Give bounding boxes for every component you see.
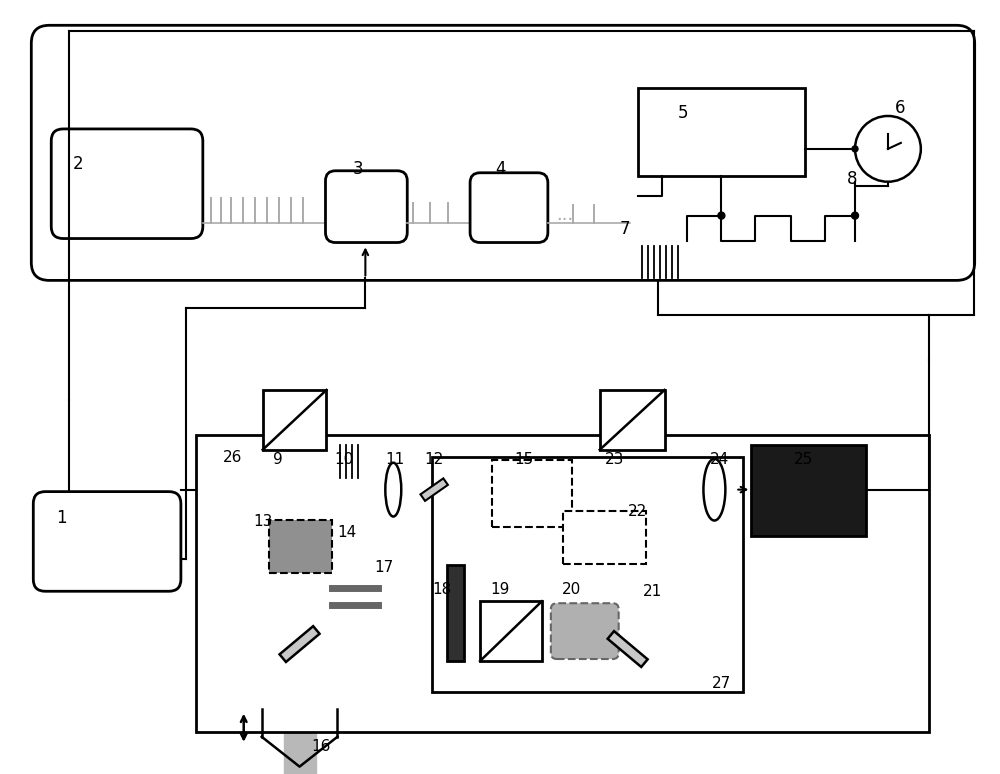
- FancyBboxPatch shape: [551, 603, 619, 659]
- Text: 7: 7: [620, 220, 630, 238]
- Bar: [638, 88, 805, 176]
- Text: 9: 9: [273, 452, 282, 467]
- Text: 11: 11: [385, 452, 405, 467]
- Text: 17: 17: [374, 560, 394, 575]
- Bar: [432, 457, 743, 692]
- Ellipse shape: [385, 463, 401, 516]
- Text: 22: 22: [628, 504, 647, 519]
- Bar: [447, 565, 464, 661]
- Text: 20: 20: [562, 582, 581, 597]
- FancyBboxPatch shape: [33, 491, 181, 591]
- Text: 26: 26: [223, 450, 242, 465]
- Text: 8: 8: [847, 170, 858, 188]
- Polygon shape: [608, 631, 648, 667]
- FancyBboxPatch shape: [325, 171, 407, 242]
- Text: 25: 25: [794, 452, 813, 467]
- Text: 24: 24: [709, 452, 729, 467]
- Bar: [492, 460, 572, 528]
- Text: 10: 10: [334, 452, 354, 467]
- Polygon shape: [280, 626, 320, 662]
- Bar: [196, 435, 929, 731]
- Text: 15: 15: [514, 452, 533, 467]
- Bar: [269, 519, 332, 574]
- Text: 6: 6: [895, 99, 905, 117]
- Circle shape: [718, 212, 725, 219]
- Text: 23: 23: [605, 452, 624, 467]
- Circle shape: [852, 146, 858, 152]
- Text: 2: 2: [73, 155, 84, 173]
- Text: ···: ···: [556, 211, 573, 228]
- Text: 4: 4: [495, 159, 506, 178]
- Text: 21: 21: [643, 584, 662, 599]
- Text: 5: 5: [678, 104, 688, 122]
- Bar: [751, 445, 866, 536]
- Text: 12: 12: [424, 452, 443, 467]
- Text: 3: 3: [352, 159, 363, 178]
- Bar: [480, 601, 542, 661]
- FancyBboxPatch shape: [51, 129, 203, 238]
- Circle shape: [852, 212, 859, 219]
- FancyBboxPatch shape: [31, 26, 975, 280]
- FancyBboxPatch shape: [470, 173, 548, 242]
- Polygon shape: [420, 478, 448, 501]
- Text: 18: 18: [432, 582, 451, 597]
- Text: 1: 1: [56, 509, 67, 526]
- Text: 27: 27: [711, 676, 731, 691]
- Text: 14: 14: [337, 525, 357, 540]
- Ellipse shape: [703, 459, 725, 521]
- Bar: [600, 390, 665, 450]
- Bar: [263, 390, 326, 450]
- Text: 19: 19: [490, 582, 509, 597]
- Bar: [563, 511, 646, 564]
- Text: 13: 13: [254, 514, 273, 529]
- Text: 16: 16: [312, 739, 331, 754]
